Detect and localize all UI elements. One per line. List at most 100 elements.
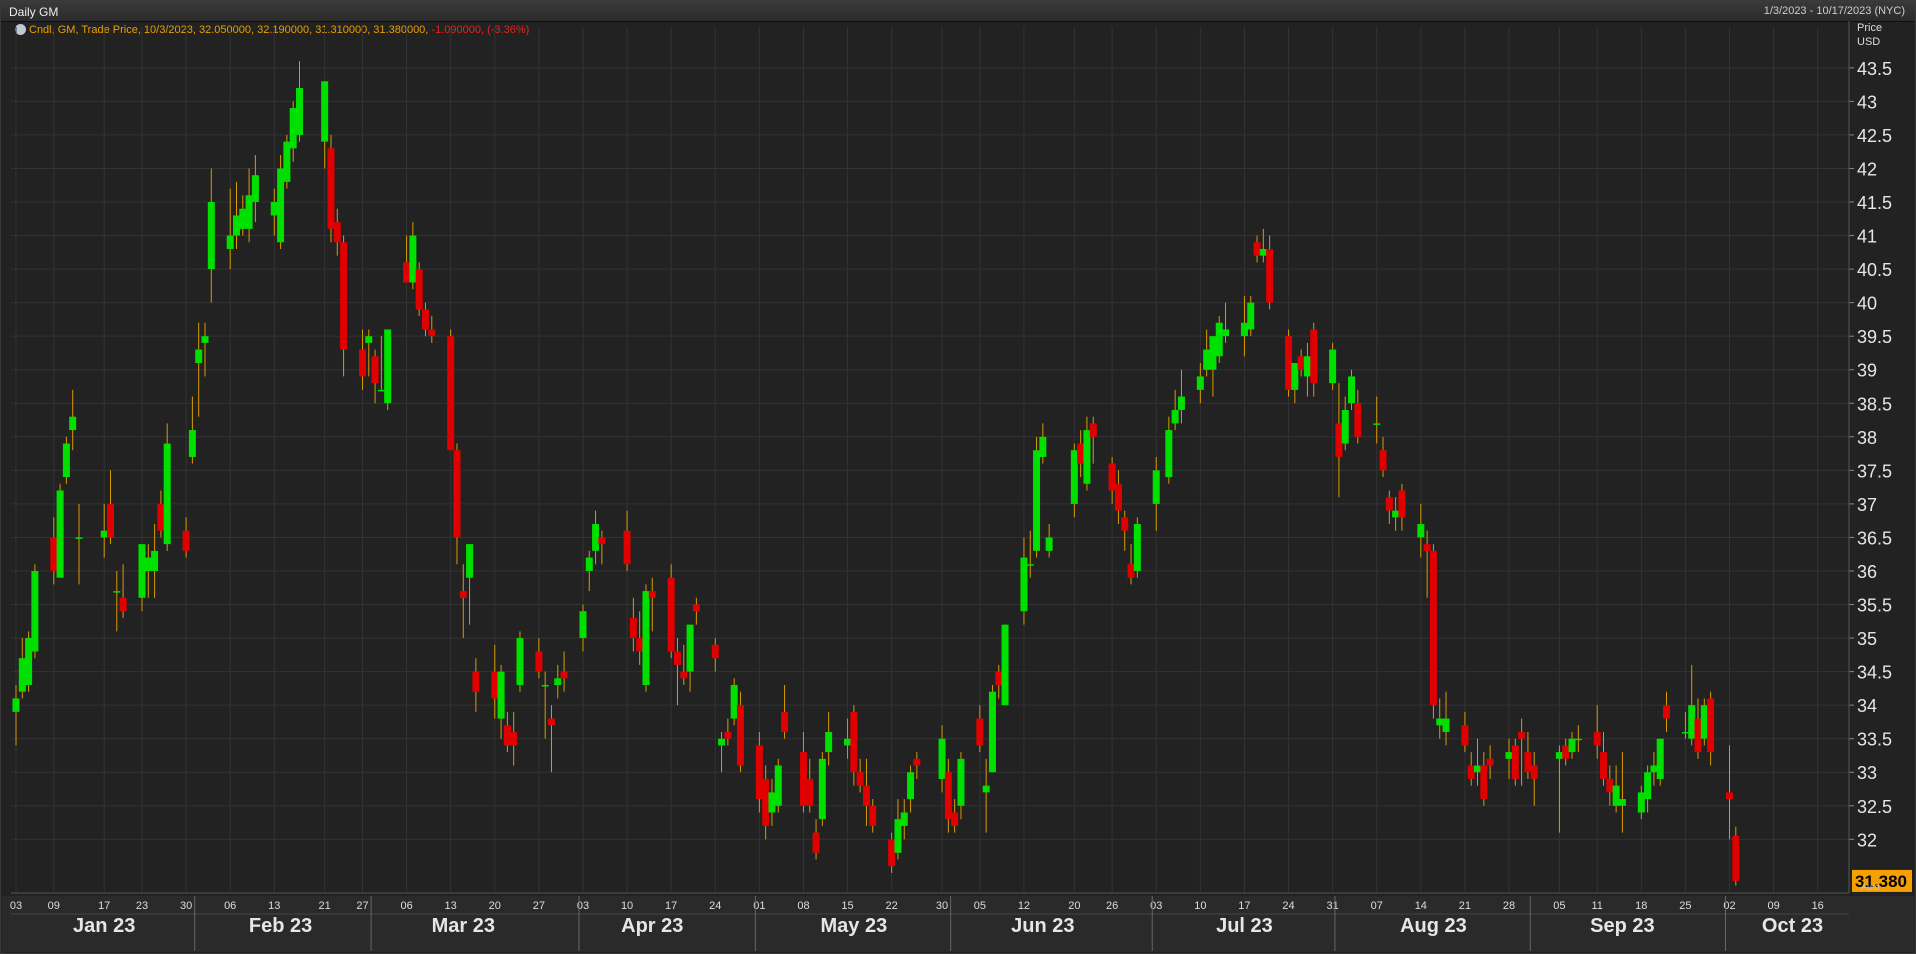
candle[interactable] (730, 678, 738, 726)
date-range-label[interactable]: 1/3/2023 - 10/17/2023 (NYC) (1763, 5, 1905, 17)
candle[interactable] (944, 758, 952, 833)
candle[interactable] (377, 336, 385, 392)
candle[interactable] (415, 262, 423, 317)
candle[interactable] (1209, 336, 1217, 397)
candle[interactable] (1398, 483, 1406, 531)
candle[interactable] (232, 181, 240, 249)
candle[interactable] (1247, 295, 1255, 337)
candle[interactable] (1329, 342, 1337, 390)
candle[interactable] (547, 705, 555, 773)
candle[interactable] (1177, 369, 1185, 424)
candle[interactable] (459, 564, 467, 639)
candle[interactable] (1442, 691, 1450, 746)
candle[interactable] (1303, 342, 1311, 397)
candle[interactable] (106, 470, 114, 545)
candle[interactable] (1026, 530, 1034, 578)
candle[interactable] (1681, 711, 1689, 739)
candle[interactable] (69, 389, 77, 451)
candle[interactable] (579, 604, 587, 652)
candle[interactable] (988, 685, 996, 773)
candle[interactable] (283, 134, 291, 189)
candle[interactable] (188, 396, 196, 464)
candle[interactable] (1297, 349, 1305, 377)
candle[interactable] (245, 168, 253, 243)
candle[interactable] (182, 517, 190, 558)
candle[interactable] (491, 644, 499, 719)
candle[interactable] (1133, 517, 1141, 578)
candle[interactable] (1417, 503, 1425, 558)
candle[interactable] (510, 711, 518, 766)
candle[interactable] (1700, 698, 1708, 746)
candle[interactable] (1562, 738, 1570, 766)
candle[interactable] (535, 638, 543, 679)
candle[interactable] (1392, 497, 1400, 531)
candle[interactable] (1253, 235, 1261, 263)
candle[interactable] (1266, 235, 1274, 310)
candle[interactable] (384, 329, 392, 410)
candle[interactable] (1121, 510, 1129, 551)
candle[interactable] (755, 731, 763, 813)
candle[interactable] (12, 685, 20, 746)
series-legend[interactable]: Cndl, GM, Trade Price, 10/3/2023, 32.050… (15, 24, 529, 36)
candle[interactable] (862, 758, 870, 826)
candle[interactable] (144, 544, 152, 598)
candle[interactable] (1530, 752, 1538, 806)
candle[interactable] (1341, 396, 1349, 451)
candle[interactable] (951, 799, 959, 833)
candle[interactable] (1039, 423, 1047, 464)
candle[interactable] (1618, 752, 1626, 833)
candle[interactable] (1171, 389, 1179, 431)
candle[interactable] (1077, 430, 1085, 478)
candle[interactable] (503, 711, 511, 753)
candle[interactable] (1612, 765, 1620, 813)
candle[interactable] (428, 316, 436, 343)
candle[interactable] (1045, 524, 1053, 558)
auto-scale-toggle[interactable]: Auto (1861, 882, 1880, 892)
candle[interactable] (724, 718, 732, 746)
candle[interactable] (1373, 396, 1381, 444)
candle[interactable] (226, 188, 234, 270)
candle[interactable] (1020, 537, 1028, 625)
candle[interactable] (321, 81, 329, 169)
candle[interactable] (541, 671, 549, 739)
candle[interactable] (629, 597, 637, 652)
candle[interactable] (806, 758, 814, 813)
candle[interactable] (598, 530, 606, 565)
candle[interactable] (1285, 329, 1293, 397)
candle[interactable] (560, 651, 568, 692)
candle[interactable] (673, 638, 681, 706)
candle[interactable] (718, 731, 726, 773)
candle[interactable] (1600, 731, 1608, 786)
candle[interactable] (913, 752, 921, 779)
candle[interactable] (680, 644, 688, 686)
candle[interactable] (340, 235, 348, 377)
candle[interactable] (636, 611, 644, 665)
candle[interactable] (894, 799, 902, 860)
candle[interactable] (976, 705, 984, 753)
candle[interactable] (1480, 752, 1488, 806)
candle[interactable] (195, 322, 203, 417)
candle[interactable] (1593, 705, 1601, 759)
candle[interactable] (466, 544, 474, 625)
candle[interactable] (1524, 731, 1532, 779)
candle[interactable] (1215, 316, 1223, 364)
candle[interactable] (768, 778, 776, 826)
candle[interactable] (138, 544, 146, 612)
candle[interactable] (201, 322, 209, 377)
candle[interactable] (1467, 752, 1475, 786)
candle[interactable] (1335, 383, 1343, 498)
candle[interactable] (1656, 738, 1664, 786)
candle[interactable] (289, 101, 297, 162)
candle[interactable] (1726, 745, 1734, 840)
candle[interactable] (1203, 329, 1211, 377)
series-settings-icon[interactable] (15, 24, 26, 35)
candle[interactable] (1385, 490, 1393, 525)
candle[interactable] (277, 155, 285, 249)
candle[interactable] (207, 168, 215, 303)
candle[interactable] (1574, 725, 1582, 753)
candle[interactable] (1429, 544, 1437, 719)
candle[interactable] (642, 584, 650, 692)
candle[interactable] (1707, 691, 1715, 766)
candle[interactable] (497, 664, 505, 739)
